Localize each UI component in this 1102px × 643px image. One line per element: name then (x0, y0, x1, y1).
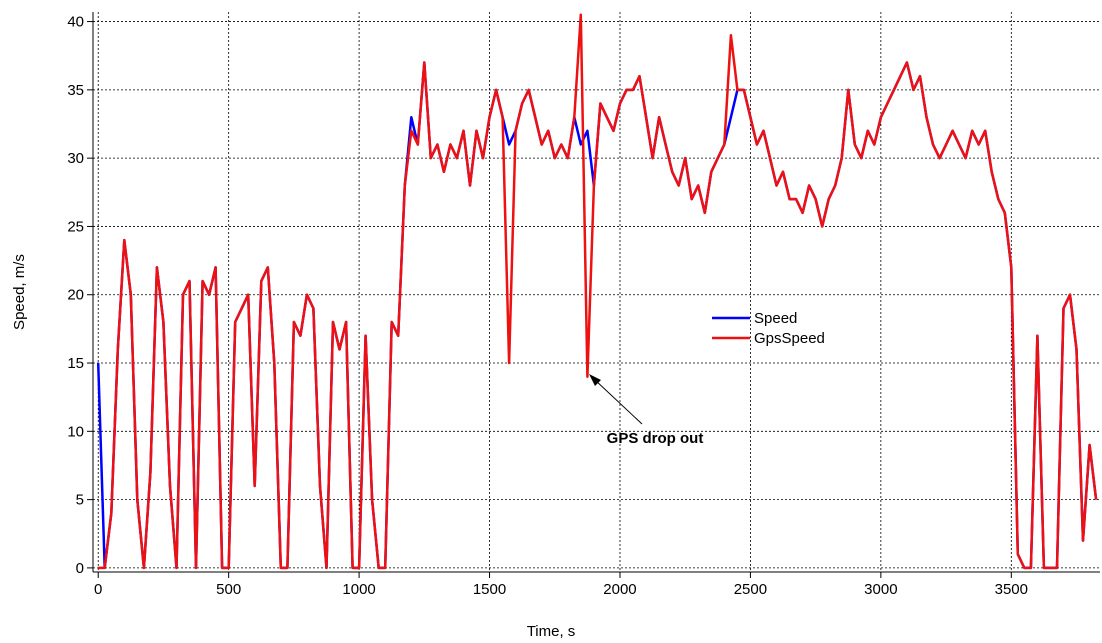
x-tick-label: 3000 (864, 581, 897, 598)
y-tick-label: 40 (67, 14, 84, 31)
x-axis-label: Time, s (527, 623, 576, 640)
x-tick-label: 2000 (603, 581, 636, 598)
annotation: GPS drop out (589, 374, 703, 447)
legend-label: Speed (754, 310, 797, 327)
y-tick-label: 0 (76, 560, 84, 577)
y-tick-label: 15 (67, 355, 84, 372)
y-axis-label: Speed, m/s (11, 254, 28, 330)
y-tick-label: 20 (67, 287, 84, 304)
y-tick-label: 35 (67, 82, 84, 99)
annotation-text: GPS drop out (607, 430, 704, 447)
annotation-arrow (593, 378, 643, 425)
y-tick-label: 25 (67, 218, 84, 235)
x-tick-label: 2500 (734, 581, 767, 598)
legend-label: GpsSpeed (754, 330, 825, 347)
series-line (98, 13, 1098, 570)
x-tick-label: 500 (216, 581, 241, 598)
x-tick-label: 1000 (342, 581, 375, 598)
y-tick-label: 5 (76, 492, 84, 509)
x-tick-label: 3500 (995, 581, 1028, 598)
annotation-arrowhead (589, 374, 601, 386)
y-tick-label: 30 (67, 150, 84, 167)
y-tick-label: 10 (67, 423, 84, 440)
x-tick-label: 0 (94, 581, 102, 598)
x-tick-label: 1500 (473, 581, 506, 598)
